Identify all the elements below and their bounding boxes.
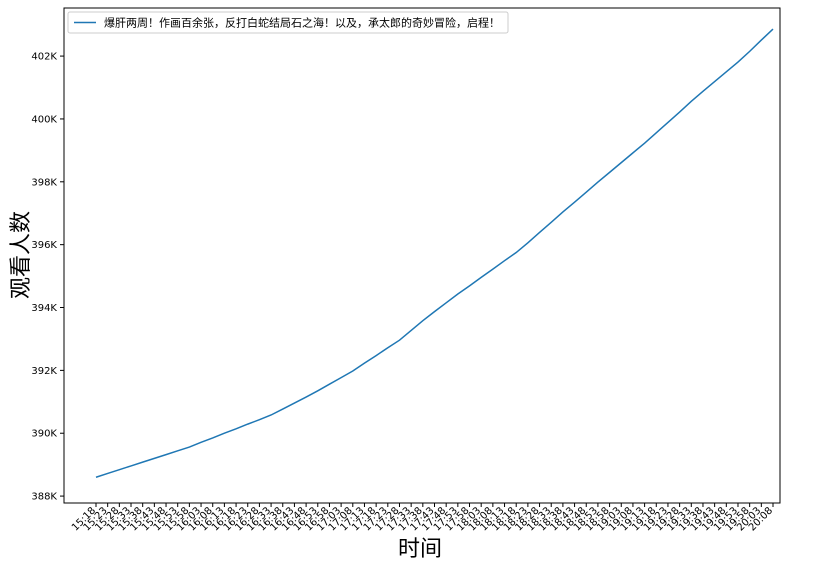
y-tick-label: 390K (31, 429, 57, 440)
y-tick-label: 398K (31, 177, 57, 188)
y-tick-label: 394K (31, 303, 57, 314)
y-tick-label: 396K (31, 240, 57, 251)
y-tick-label: 400K (31, 114, 57, 125)
legend-label: 爆肝两周！作画百余张，反打白蛇结局石之海！以及，承太郎的奇妙冒险，启程！ (104, 16, 500, 30)
y-tick-label: 392K (31, 366, 57, 377)
line (95, 28, 774, 478)
y-axis-label: 观看人数 (9, 211, 34, 299)
y-tick-label: 388K (31, 492, 57, 503)
x-axis-label: 时间 (398, 537, 442, 562)
plot-frame (63, 7, 781, 504)
y-tick-label: 402K (31, 52, 57, 63)
legend-box (67, 11, 509, 34)
